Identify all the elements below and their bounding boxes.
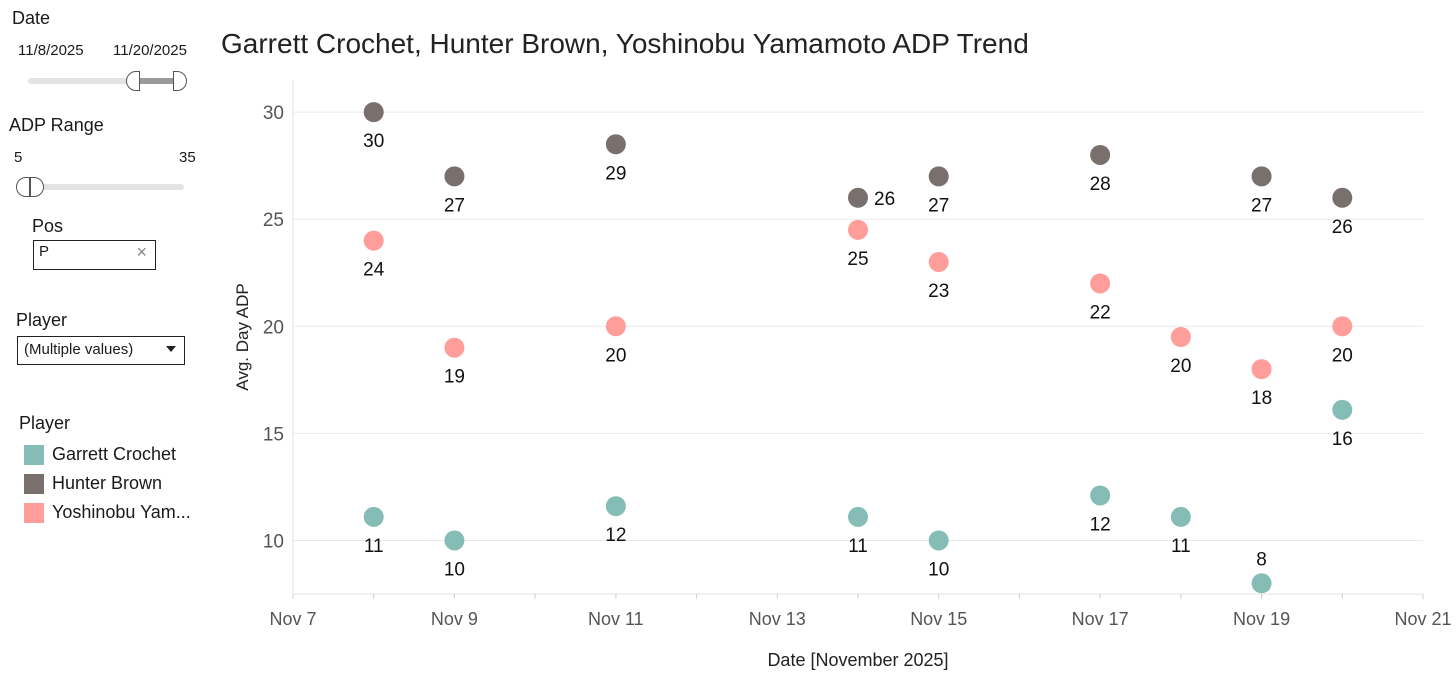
data-label: 10 [928, 559, 949, 580]
data-point-hunter-brown [1090, 144, 1111, 165]
data-point-hunter-brown [605, 134, 626, 155]
data-point-yoshinobu-yamamoto [928, 252, 949, 273]
data-point-hunter-brown [1332, 187, 1353, 208]
adp-range-title: ADP Range [9, 115, 104, 135]
pos-search-value: P [39, 243, 50, 260]
pos-search-input[interactable]: P × [33, 240, 156, 270]
date-slider-fill [140, 78, 174, 84]
data-point-garrett-crochet [605, 496, 626, 517]
data-label: 20 [605, 345, 626, 366]
x-tick-label: Nov 21 [1394, 609, 1451, 629]
player-dropdown-value: (Multiple values) [24, 341, 134, 358]
data-point-yoshinobu-yamamoto [1251, 359, 1272, 380]
data-label: 11 [364, 536, 384, 557]
x-tick-label: Nov 15 [910, 609, 967, 629]
y-tick-label: 30 [263, 103, 284, 124]
y-tick-label: 25 [263, 210, 284, 231]
data-point-garrett-crochet [848, 506, 868, 527]
data-point-garrett-crochet [928, 530, 949, 551]
data-label: 27 [928, 195, 949, 216]
data-point-yoshinobu-yamamoto [1090, 273, 1111, 294]
data-label: 20 [1170, 356, 1191, 377]
y-tick-label: 10 [263, 531, 284, 552]
data-point-yoshinobu-yamamoto [363, 230, 384, 251]
clear-icon[interactable]: × [136, 242, 147, 262]
adp-range-min-label: 5 [14, 149, 23, 166]
pos-filter-title: Pos [32, 216, 64, 236]
data-label: 18 [1251, 388, 1272, 409]
data-label: 11 [1171, 536, 1191, 557]
data-point-yoshinobu-yamamoto [444, 337, 465, 358]
legend-title: Player [19, 413, 71, 433]
x-axis-title: Date [November 2025] [767, 650, 948, 670]
data-label: 12 [1090, 514, 1111, 535]
data-point-garrett-crochet [1251, 573, 1272, 594]
x-tick-label: Nov 11 [588, 609, 644, 629]
data-point-hunter-brown [848, 187, 868, 208]
data-label: 8 [1256, 549, 1267, 570]
data-label: 30 [363, 131, 384, 152]
data-point-hunter-brown [928, 166, 949, 187]
data-point-hunter-brown [363, 102, 384, 123]
data-label: 11 [848, 536, 868, 557]
data-point-garrett-crochet [1090, 485, 1111, 506]
date-filter-title: Date [12, 8, 51, 28]
date-start-label: 11/8/2025 [18, 42, 84, 59]
data-point-garrett-crochet [1170, 506, 1191, 527]
x-tick-label: Nov 17 [1072, 609, 1129, 629]
data-point-hunter-brown [1251, 166, 1272, 187]
chevron-down-icon [166, 346, 176, 352]
adp-slider-track[interactable] [18, 184, 184, 190]
data-point-yoshinobu-yamamoto [1170, 327, 1191, 347]
data-label: 26 [1332, 217, 1353, 238]
player-filter-title: Player [16, 310, 68, 330]
legend-swatch [24, 474, 44, 494]
x-tick-label: Nov 13 [749, 609, 806, 629]
adp-range-max-label: 35 [179, 149, 196, 166]
legend-item-label: Yoshinobu Yam... [52, 502, 191, 522]
x-tick-label: Nov 9 [431, 609, 478, 629]
data-point-garrett-crochet [363, 506, 384, 527]
data-label: 26 [874, 189, 895, 210]
y-axis-title: Avg. Day ADP [233, 283, 252, 390]
data-label: 20 [1332, 345, 1353, 366]
date-slider-start-handle[interactable] [126, 71, 140, 91]
data-label: 10 [444, 559, 465, 580]
date-slider-track[interactable] [28, 78, 184, 84]
data-point-yoshinobu-yamamoto [1332, 316, 1353, 337]
data-label: 22 [1090, 302, 1111, 323]
data-label: 27 [444, 195, 465, 216]
data-point-yoshinobu-yamamoto [605, 316, 626, 337]
data-point-hunter-brown [444, 166, 465, 187]
data-point-yoshinobu-yamamoto [848, 219, 868, 240]
legend-item-label: Garrett Crochet [52, 444, 177, 464]
data-label: 28 [1090, 174, 1111, 195]
data-label: 23 [928, 281, 949, 302]
legend-swatch [24, 503, 44, 523]
x-tick-label: Nov 19 [1233, 609, 1290, 629]
player-dropdown[interactable]: (Multiple values) [17, 336, 185, 365]
data-label: 27 [1251, 195, 1272, 216]
data-label: 16 [1332, 429, 1353, 450]
data-label: 24 [363, 260, 385, 281]
data-label: 19 [444, 367, 465, 388]
data-label: 12 [605, 525, 626, 546]
data-label: 25 [847, 249, 868, 270]
data-point-garrett-crochet [1332, 399, 1353, 420]
y-tick-label: 20 [263, 317, 284, 338]
legend-item-label: Hunter Brown [52, 473, 163, 493]
date-slider-end-handle[interactable] [173, 71, 187, 91]
legend-swatch [24, 445, 44, 465]
chart-title: Garrett Crochet, Hunter Brown, Yoshinobu… [221, 28, 1029, 59]
y-tick-label: 15 [263, 424, 284, 445]
adp-slider-max-handle[interactable] [30, 177, 44, 197]
data-point-garrett-crochet [444, 530, 465, 551]
adp-slider-min-handle[interactable] [16, 177, 30, 197]
data-label: 29 [605, 163, 626, 184]
date-end-label: 11/20/2025 [113, 42, 187, 59]
x-tick-label: Nov 7 [269, 609, 316, 629]
